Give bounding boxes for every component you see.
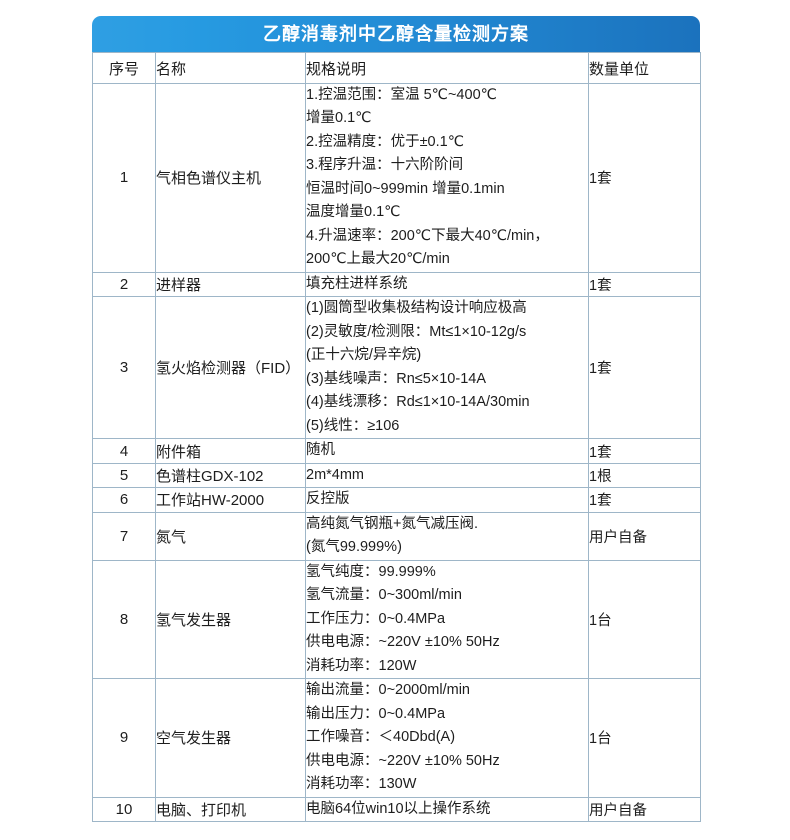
cell-quantity-unit: 1台 — [588, 559, 701, 680]
cell-item-name: 工作站HW-2000 — [155, 487, 306, 513]
cell-index: 4 — [92, 438, 156, 464]
cell-index: 7 — [92, 511, 156, 561]
cell-quantity-unit: 用户自备 — [588, 511, 701, 561]
table-row: 7 氮气 高纯氮气钢瓶+氮气减压阀. (氮气99.999%) 用户自备 — [92, 511, 701, 561]
cell-specification: 填充柱进样系统 — [305, 271, 589, 298]
spec-line: 3.程序升温：十六阶阶间 — [306, 157, 464, 174]
table-row: 4 附件箱 随机 1套 — [92, 438, 701, 464]
cell-index: 9 — [92, 678, 156, 798]
cell-specification: 2m*4mm — [305, 462, 589, 489]
column-header-name: 名称 — [155, 52, 306, 84]
spec-line: (4)基线漂移：Rd≤1×10-14A/30min — [306, 394, 530, 411]
cell-index: 1 — [92, 83, 156, 273]
spec-line: 恒温时间0~999min 增量0.1min — [306, 180, 505, 197]
spec-line: 2.控温精度：优于±0.1℃ — [306, 133, 464, 150]
spec-line: 工作噪音：＜40Dbd(A) — [306, 729, 456, 746]
spec-line: (氮气99.999%) — [306, 539, 402, 556]
cell-specification: 高纯氮气钢瓶+氮气减压阀. (氮气99.999%) — [305, 511, 589, 561]
spec-line: 电脑64位win10以上操作系统 — [306, 800, 491, 817]
spec-line: 供电电源：~220V ±10% 50Hz — [306, 634, 500, 651]
spec-line: (1)圆筒型收集极结构设计响应极高 — [306, 300, 527, 317]
spec-line: 增量0.1℃ — [306, 110, 372, 127]
cell-index: 2 — [92, 271, 156, 298]
cell-quantity-unit: 1套 — [588, 296, 701, 440]
table-row: 5 色谱柱GDX-102 2m*4mm 1根 — [92, 462, 701, 489]
spec-line: 随机 — [306, 442, 335, 459]
column-header-no: 序号 — [92, 52, 156, 84]
cell-quantity-unit: 1套 — [588, 438, 701, 464]
cell-specification: 反控版 — [305, 487, 589, 513]
cell-item-name: 氮气 — [155, 511, 306, 561]
cell-quantity-unit: 1套 — [588, 83, 701, 273]
cell-specification: 电脑64位win10以上操作系统 — [305, 796, 589, 823]
spec-line: (3)基线噪声：Rn≤5×10-14A — [306, 370, 487, 387]
cell-index: 5 — [92, 462, 156, 489]
spec-line: 高纯氮气钢瓶+氮气减压阀. — [306, 515, 478, 532]
cell-specification: 1.控温范围：室温 5℃~400℃ 增量0.1℃ 2.控温精度：优于±0.1℃ 3.程… — [305, 83, 589, 273]
cell-quantity-unit: 1套 — [588, 271, 701, 298]
spec-line: (2)灵敏度/检测限：Mt≤1×10-12g/s — [306, 323, 527, 340]
cell-item-name: 附件箱 — [155, 438, 306, 464]
cell-item-name: 电脑、打印机 — [155, 796, 306, 823]
spec-line: (5)线性：≥106 — [306, 417, 400, 434]
cell-item-name: 空气发生器 — [155, 678, 306, 798]
cell-index: 10 — [92, 796, 156, 823]
cell-item-name: 气相色谱仪主机 — [155, 83, 306, 273]
spec-line: 消耗功率：130W — [306, 776, 417, 793]
table-row: 2 进样器 填充柱进样系统 1套 — [92, 271, 701, 298]
spec-line: 200℃上最大20℃/min — [306, 251, 450, 268]
column-header-spec: 规格说明 — [305, 52, 589, 84]
spec-line: 供电电源：~220V ±10% 50Hz — [306, 752, 500, 769]
spec-line: 氢气流量：0~300ml/min — [306, 587, 462, 604]
spec-line: 反控版 — [306, 491, 350, 508]
cell-specification: 氢气纯度：99.999% 氢气流量：0~300ml/min 工作压力：0~0.4MP… — [305, 559, 589, 680]
table-body: 1 气相色谱仪主机 1.控温范围：室温 5℃~400℃ 增量0.1℃ 2.控温精度：优于… — [92, 83, 701, 823]
column-header-qty: 数量单位 — [588, 52, 701, 84]
table-row: 3 氢火焰检测器（FID） (1)圆筒型收集极结构设计响应极高 (2)灵敏度/检测限：… — [92, 296, 701, 440]
cell-item-name: 色谱柱GDX-102 — [155, 462, 306, 489]
spec-line: 2m*4mm — [306, 466, 365, 483]
specification-table: 序号 名称 规格说明 数量单位 1 气相色谱仪主机 1.控温范围：室温 5℃~400… — [92, 52, 701, 823]
spec-line: 填充柱进样系统 — [306, 275, 408, 292]
cell-quantity-unit: 1台 — [588, 678, 701, 798]
cell-specification: (1)圆筒型收集极结构设计响应极高 (2)灵敏度/检测限：Mt≤1×10-12g/… — [305, 296, 589, 440]
cell-specification: 输出流量：0~2000ml/min 输出压力：0~0.4MPa 工作噪音：＜40Db… — [305, 678, 589, 798]
spec-line: 氢气纯度：99.999% — [306, 563, 436, 580]
table-row: 6 工作站HW-2000 反控版 1套 — [92, 487, 701, 513]
spec-table-container: 乙醇消毒剂中乙醇含量检测方案 序号 名称 规格说明 数量单位 1 气相色谱仪主机 1… — [92, 16, 701, 823]
cell-quantity-unit: 1根 — [588, 462, 701, 489]
spec-line: 1.控温范围：室温 5℃~400℃ — [306, 87, 497, 103]
cell-item-name: 进样器 — [155, 271, 306, 298]
table-row: 9 空气发生器 输出流量：0~2000ml/min 输出压力：0~0.4MPa 工作噪音… — [92, 678, 701, 798]
cell-index: 3 — [92, 296, 156, 440]
spec-line: 工作压力：0~0.4MPa — [306, 610, 446, 627]
spec-line: 输出流量：0~2000ml/min — [306, 682, 470, 699]
table-row: 1 气相色谱仪主机 1.控温范围：室温 5℃~400℃ 增量0.1℃ 2.控温精度：优于… — [92, 83, 701, 273]
spec-line: 消耗功率：120W — [306, 657, 417, 674]
spec-line: 4.升温速率：200℃下最大40℃/min， — [306, 227, 549, 244]
cell-specification: 随机 — [305, 438, 589, 464]
cell-index: 8 — [92, 559, 156, 680]
table-header-row: 序号 名称 规格说明 数量单位 — [92, 52, 701, 84]
spec-line: 输出压力：0~0.4MPa — [306, 705, 446, 722]
cell-quantity-unit: 1套 — [588, 487, 701, 513]
cell-quantity-unit: 用户自备 — [588, 796, 701, 823]
cell-index: 6 — [92, 487, 156, 513]
table-row: 10 电脑、打印机 电脑64位win10以上操作系统 用户自备 — [92, 796, 701, 823]
spec-line: 温度增量0.1℃ — [306, 204, 401, 221]
table-row: 8 氢气发生器 氢气纯度：99.999% 氢气流量：0~300ml/min 工作压力：0… — [92, 559, 701, 680]
document-title-banner: 乙醇消毒剂中乙醇含量检测方案 — [92, 16, 700, 52]
cell-item-name: 氢火焰检测器（FID） — [155, 296, 306, 440]
spec-line: (正十六烷/异辛烷) — [306, 347, 422, 364]
cell-item-name: 氢气发生器 — [155, 559, 306, 680]
